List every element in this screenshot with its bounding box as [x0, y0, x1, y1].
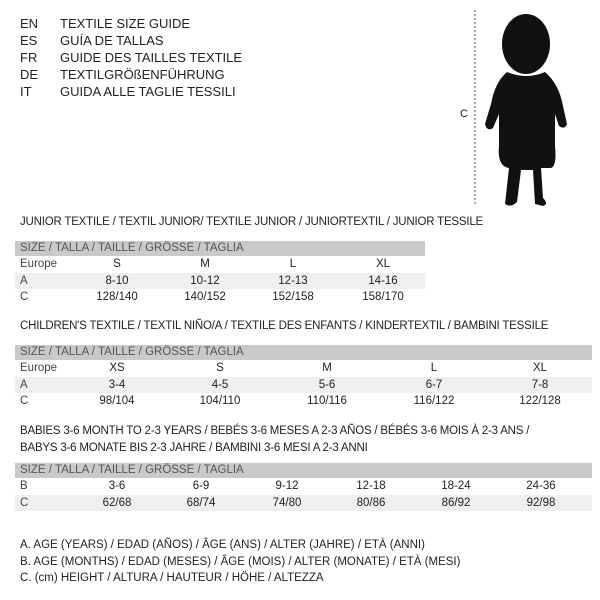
row-label: Europe — [20, 258, 58, 270]
table-cell: 18-24 — [441, 480, 471, 492]
row-label: C — [20, 395, 29, 407]
table-row: Europe XS S M L XL — [15, 360, 592, 377]
row-label: A — [20, 378, 28, 391]
lang-title: GUÍA DE TALLAS — [60, 33, 164, 48]
table-row: A 8-10 10-12 12-13 14-16 — [15, 272, 425, 289]
table-cell: M — [322, 362, 332, 374]
size-header: SIZE / TALLA / TAILLE / GRÖSSE / TAGLIA — [15, 463, 592, 478]
title-de: DE TEXTILGRÖßENFÜHRUNG — [20, 66, 242, 83]
table-cell: 158/170 — [362, 291, 404, 303]
table-row: B 3-6 6-9 9-12 12-18 18-24 24-36 — [15, 478, 592, 495]
legend: A. AGE (YEARS) / EDAD (AÑOS) / ÂGE (ANS)… — [20, 537, 460, 587]
table-row: A 3-4 4-5 5-6 6-7 7-8 — [15, 376, 592, 393]
measure-label: C — [460, 108, 468, 120]
table-cell: 80/86 — [356, 496, 386, 509]
table-cell: 152/158 — [272, 291, 314, 303]
table-cell: 74/80 — [272, 496, 302, 509]
row-label: C — [20, 291, 29, 303]
guide-titles: EN TEXTILE SIZE GUIDE ES GUÍA DE TALLAS FR… — [20, 15, 242, 100]
table-cell: 110/116 — [307, 395, 347, 407]
table-cell: 116/122 — [413, 395, 455, 407]
table-cell: 3-6 — [108, 480, 126, 492]
row-label: Europe — [20, 362, 58, 374]
section-title: CHILDREN'S TEXTILE / TEXTIL NIÑO/A / TEX… — [20, 320, 549, 332]
size-table: SIZE / TALLA / TAILLE / GRÖSSE / TAGLIA E… — [15, 345, 592, 410]
lang-title: TEXTILGRÖßENFÜHRUNG — [60, 67, 225, 82]
table-cell: 6-9 — [192, 480, 210, 492]
row-label: C — [20, 496, 29, 509]
section-title: JUNIOR TEXTILE / TEXTIL JUNIOR/ TEXTILE … — [20, 216, 484, 228]
table-cell: 14-16 — [368, 274, 398, 287]
table-cell: 12-18 — [356, 480, 386, 492]
section-title: BABIES 3-6 MONTH TO 2-3 YEARS / BEBÉS 3-… — [20, 425, 530, 437]
title-en: EN TEXTILE SIZE GUIDE — [20, 15, 242, 32]
row-label: B — [20, 480, 28, 492]
table-cell: XL — [532, 362, 548, 374]
table-row: C 128/140 140/152 152/158 158/170 — [15, 289, 425, 306]
table-cell: 98/104 — [99, 395, 135, 407]
lang-code: ES — [20, 33, 38, 48]
lang-code: DE — [20, 67, 39, 82]
legend-a: A. AGE (YEARS) / EDAD (AÑOS) / ÂGE (ANS)… — [20, 539, 425, 551]
table-cell: XL — [375, 258, 391, 270]
table-cell: XS — [109, 362, 125, 374]
table-cell: 7-8 — [531, 378, 549, 391]
table-cell: L — [430, 362, 438, 374]
table-row: Europe S M L XL — [15, 256, 425, 273]
table-cell: 10-12 — [190, 274, 220, 287]
table-cell: 122/128 — [519, 395, 561, 407]
size-header: SIZE / TALLA / TAILLE / GRÖSSE / TAGLIA — [15, 345, 592, 360]
table-cell: S — [216, 362, 224, 374]
child-silhouette-icon — [474, 10, 567, 206]
table-cell: 128/140 — [96, 291, 138, 303]
table-cell: 3-4 — [108, 378, 126, 391]
table-cell: 5-6 — [318, 378, 336, 391]
legend-c: C. (cm) HEIGHT / ALTURA / HAUTEUR / HÖHE… — [20, 572, 324, 584]
title-fr: FR GUIDE DES TAILLES TEXTILE — [20, 49, 242, 66]
row-label: A — [20, 274, 28, 287]
lang-title: GUIDA ALLE TAGLIE TESSILI — [60, 84, 236, 99]
lang-title: TEXTILE SIZE GUIDE — [60, 16, 191, 31]
table-cell: S — [113, 258, 121, 270]
title-it: IT GUIDA ALLE TAGLIE TESSILI — [20, 83, 242, 100]
table-cell: 4-5 — [211, 378, 229, 391]
child-figure: C — [455, 6, 585, 211]
legend-b: B. AGE (MONTHS) / EDAD (MESES) / ÂGE (MO… — [20, 555, 461, 568]
lang-code: EN — [20, 16, 39, 31]
table-cell: 140/152 — [184, 291, 226, 303]
table-cell: M — [200, 258, 210, 270]
table-row: C 62/68 68/74 74/80 80/86 86/92 92/98 — [15, 494, 592, 511]
table-cell: L — [289, 258, 297, 270]
size-header: SIZE / TALLA / TAILLE / GRÖSSE / TAGLIA — [15, 241, 425, 256]
table-row: C 98/104 104/110 110/116 116/122 122/128 — [15, 393, 592, 410]
size-table: SIZE / TALLA / TAILLE / GRÖSSE / TAGLIA B… — [15, 463, 592, 511]
title-es: ES GUÍA DE TALLAS — [20, 32, 242, 49]
table-cell: 86/92 — [441, 496, 471, 509]
lang-title: GUIDE DES TAILLES TEXTILE — [60, 50, 243, 65]
lang-code: IT — [20, 84, 32, 99]
table-cell: 68/74 — [186, 496, 216, 509]
table-cell: 9-12 — [275, 480, 299, 492]
table-cell: 62/68 — [102, 496, 132, 509]
lang-code: FR — [20, 50, 38, 65]
table-cell: 12-13 — [278, 274, 308, 287]
section-title: BABYS 3-6 MONATE BIS 2-3 JAHRE / BAMBINI… — [20, 442, 368, 454]
table-cell: 24-36 — [526, 480, 556, 492]
table-cell: 6-7 — [425, 378, 443, 391]
table-cell: 8-10 — [105, 274, 129, 287]
table-cell: 104/110 — [199, 395, 241, 407]
table-cell: 92/98 — [526, 496, 556, 509]
size-table: SIZE / TALLA / TAILLE / GRÖSSE / TAGLIA E… — [15, 241, 425, 306]
